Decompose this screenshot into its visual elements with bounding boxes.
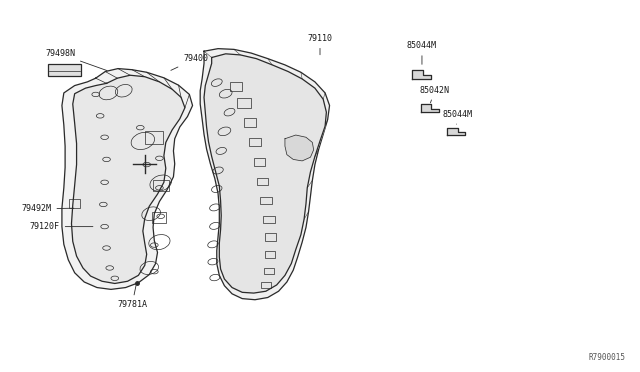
Bar	[263, 215, 275, 223]
Text: 79120F: 79120F	[29, 222, 93, 231]
Polygon shape	[285, 135, 314, 161]
Polygon shape	[412, 70, 431, 79]
Bar	[264, 233, 276, 241]
Text: 79498N: 79498N	[45, 49, 107, 71]
Bar	[237, 98, 250, 108]
Bar	[260, 282, 271, 288]
Text: 79110: 79110	[307, 34, 333, 55]
Text: 85042N: 85042N	[420, 86, 450, 103]
Bar	[230, 82, 243, 91]
Polygon shape	[72, 75, 185, 283]
Bar	[244, 118, 256, 127]
Text: 79400: 79400	[171, 54, 208, 70]
Bar	[145, 131, 163, 144]
Polygon shape	[420, 104, 438, 112]
Polygon shape	[200, 49, 330, 300]
Text: 79492M: 79492M	[21, 204, 74, 214]
Text: 85044M: 85044M	[442, 109, 472, 124]
Bar	[152, 212, 166, 222]
Bar	[260, 197, 271, 205]
Bar	[257, 178, 268, 185]
Text: R7900015: R7900015	[589, 353, 626, 362]
Text: 79781A: 79781A	[117, 283, 147, 310]
Polygon shape	[447, 128, 465, 135]
Polygon shape	[62, 68, 193, 289]
Bar	[253, 158, 265, 166]
Bar	[248, 138, 261, 147]
Bar	[265, 251, 275, 258]
Text: 85044M: 85044M	[407, 41, 437, 64]
FancyBboxPatch shape	[48, 64, 81, 76]
Polygon shape	[204, 54, 326, 293]
Bar	[153, 180, 169, 191]
Bar	[264, 267, 274, 274]
